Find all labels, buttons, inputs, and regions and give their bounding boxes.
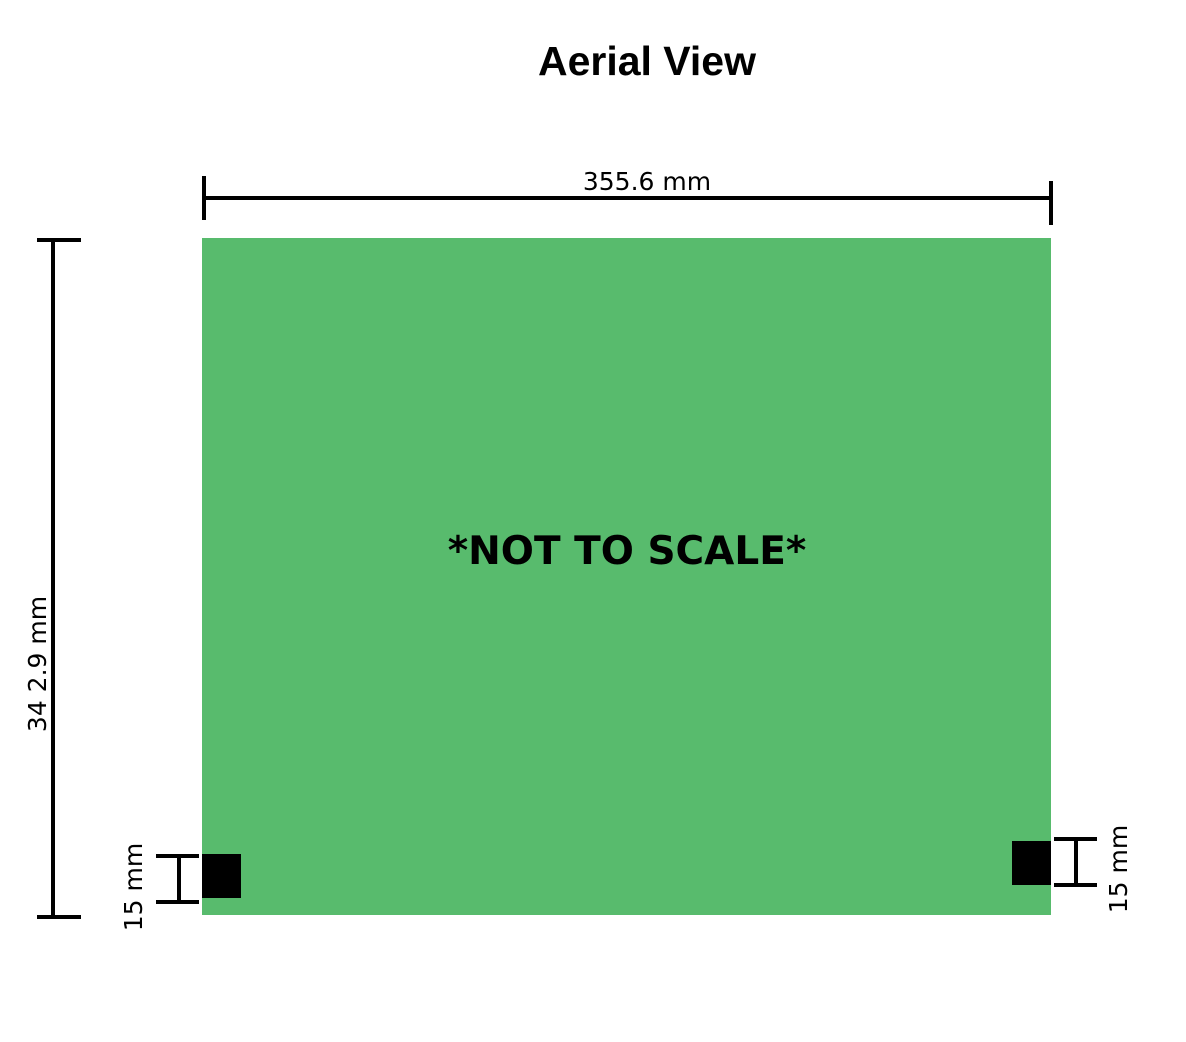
width-dimension: 355.6 mm bbox=[202, 167, 1053, 225]
not-to-scale-note: *NOT TO SCALE* bbox=[448, 529, 806, 574]
board-area bbox=[202, 238, 1051, 915]
left-marker-square bbox=[202, 854, 241, 898]
left-marker-label: 15 mm bbox=[119, 843, 148, 931]
right-marker-label: 15 mm bbox=[1104, 825, 1133, 913]
width-label: 355.6 mm bbox=[583, 167, 711, 196]
right-marker-square bbox=[1012, 841, 1051, 885]
diagram-title: Aerial View bbox=[537, 38, 757, 84]
height-label: 34 2.9 mm bbox=[23, 596, 52, 732]
right-marker-dimension: 15 mm bbox=[1054, 825, 1133, 913]
left-marker-dimension: 15 mm bbox=[119, 843, 199, 931]
height-dimension: 34 2.9 mm bbox=[23, 238, 81, 919]
